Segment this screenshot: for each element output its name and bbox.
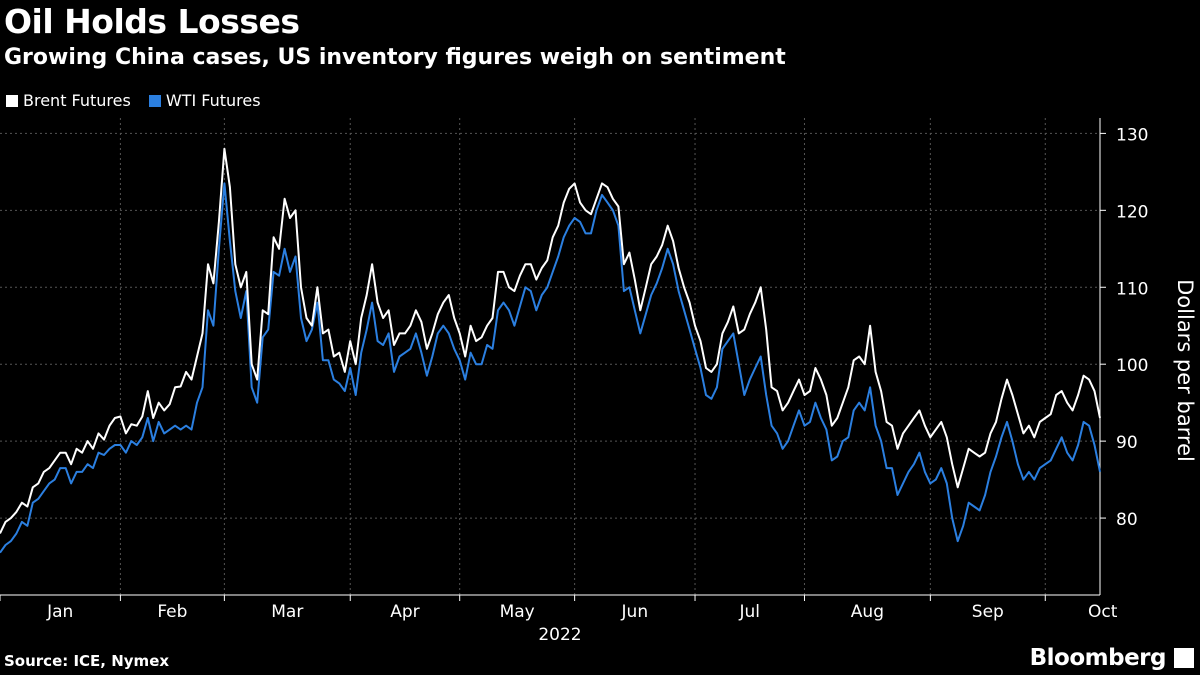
- source-note: Source: ICE, Nymex: [4, 652, 170, 670]
- y-tick-label-80: 80: [1116, 510, 1138, 530]
- y-tick-label-120: 120: [1116, 202, 1148, 222]
- y-tick-label-110: 110: [1116, 279, 1148, 299]
- series-line-wti: [0, 182, 1101, 554]
- legend-label-wti: WTI Futures: [165, 91, 261, 110]
- x-tick-label-jun: Jun: [621, 602, 649, 622]
- chart-title: Oil Holds Losses: [4, 2, 300, 41]
- x-tick-label-sep: Sep: [972, 602, 1004, 622]
- y-tick-label-130: 130: [1116, 125, 1148, 145]
- y-tick-label-100: 100: [1116, 356, 1148, 376]
- legend-swatch-wti: [148, 94, 161, 107]
- x-tick-label-may: May: [500, 602, 535, 622]
- y-axis-title: Dollars per barrel: [1173, 279, 1197, 462]
- x-tick-label-aug: Aug: [851, 602, 884, 622]
- x-tick-label-oct: Oct: [1088, 602, 1118, 622]
- legend-swatch-brent: [6, 94, 18, 107]
- legend-item-wti: WTI Futures: [148, 91, 261, 110]
- legend: Brent Futures WTI Futures: [6, 91, 261, 110]
- x-axis-year-label: 2022: [538, 625, 581, 645]
- x-tick-label-mar: Mar: [271, 602, 303, 622]
- chart-subtitle: Growing China cases, US inventory figure…: [4, 45, 786, 70]
- series-line-brent: [0, 147, 1101, 534]
- x-tick-label-jan: Jan: [46, 602, 73, 622]
- bloomberg-logo: Bloomberg: [1029, 645, 1167, 671]
- x-tick-label-feb: Feb: [157, 602, 187, 622]
- y-tick-label-90: 90: [1116, 433, 1138, 453]
- x-tick-label-jul: Jul: [738, 602, 760, 622]
- bloomberg-terminal-icon: [1174, 648, 1194, 668]
- x-tick-label-apr: Apr: [390, 602, 419, 622]
- legend-item-brent: Brent Futures: [6, 91, 131, 110]
- legend-label-brent: Brent Futures: [23, 91, 131, 110]
